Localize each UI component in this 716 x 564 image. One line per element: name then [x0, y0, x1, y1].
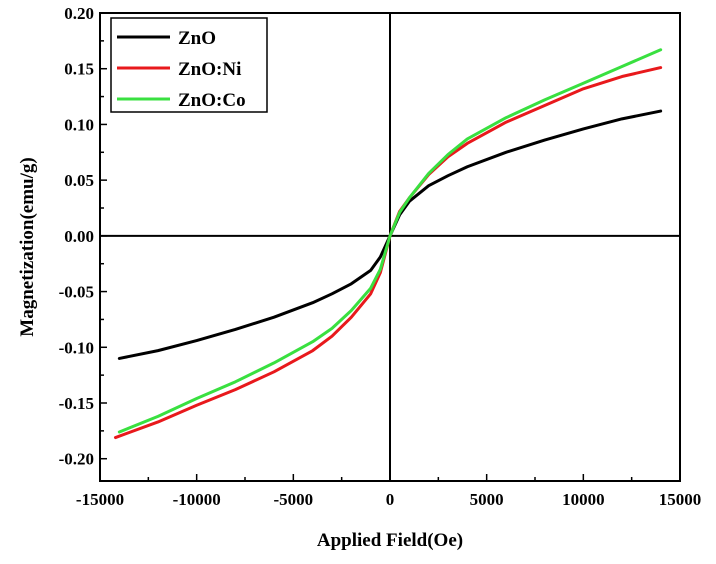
- x-tick-label: 10000: [562, 490, 605, 509]
- y-axis-title: Magnetization(emu/g): [17, 157, 38, 336]
- x-tick-label: -10000: [173, 490, 221, 509]
- ticks: [99, 12, 681, 481]
- x-axis-title: Applied Field(Oe): [317, 530, 463, 551]
- y-tick-label: 0.20: [64, 4, 94, 23]
- y-tick-label: 0.05: [64, 171, 94, 190]
- y-tick-label: -0.20: [59, 450, 94, 469]
- legend-label-1: ZnO:Ni: [178, 59, 241, 80]
- legend-label-2: ZnO:Co: [178, 90, 246, 111]
- legend-label-0: ZnO: [178, 28, 216, 49]
- series-line-1: [113, 66, 663, 440]
- legend: ZnO ZnO:Ni ZnO:Co: [110, 17, 268, 113]
- x-tick-label: -15000: [76, 490, 124, 509]
- y-tick-label: 0.10: [64, 115, 94, 134]
- y-tick-label: -0.10: [59, 338, 94, 357]
- y-tick-label: -0.15: [59, 394, 94, 413]
- y-tick-label: -0.05: [59, 283, 94, 302]
- series-group: [113, 48, 663, 440]
- x-tick-label: -5000: [273, 490, 313, 509]
- x-tick-label: 5000: [470, 490, 504, 509]
- x-tick-label: 15000: [659, 490, 702, 509]
- y-tick-label: 0.00: [64, 227, 94, 246]
- x-tick-label: 0: [386, 490, 395, 509]
- legend-box: [110, 17, 268, 113]
- tick-labels: -15000 -10000 -5000 0 5000 10000 15000 0.20 0.15…: [59, 4, 702, 509]
- y-tick-label: 0.15: [64, 60, 94, 79]
- series-line-2: [117, 48, 663, 434]
